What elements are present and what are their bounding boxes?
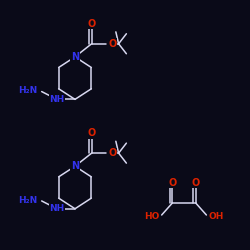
Text: O: O	[168, 178, 176, 188]
Text: HO: HO	[144, 212, 160, 221]
Text: N: N	[71, 161, 79, 171]
Text: O: O	[192, 178, 200, 188]
Text: OH: OH	[208, 212, 224, 221]
Text: N: N	[71, 52, 79, 62]
Text: NH: NH	[49, 204, 64, 213]
Text: O: O	[108, 148, 116, 158]
Text: O: O	[108, 39, 116, 49]
Text: O: O	[88, 128, 96, 138]
Text: NH: NH	[49, 95, 64, 104]
Text: H₂N: H₂N	[18, 196, 38, 205]
Text: O: O	[88, 19, 96, 29]
Text: H₂N: H₂N	[18, 86, 38, 96]
